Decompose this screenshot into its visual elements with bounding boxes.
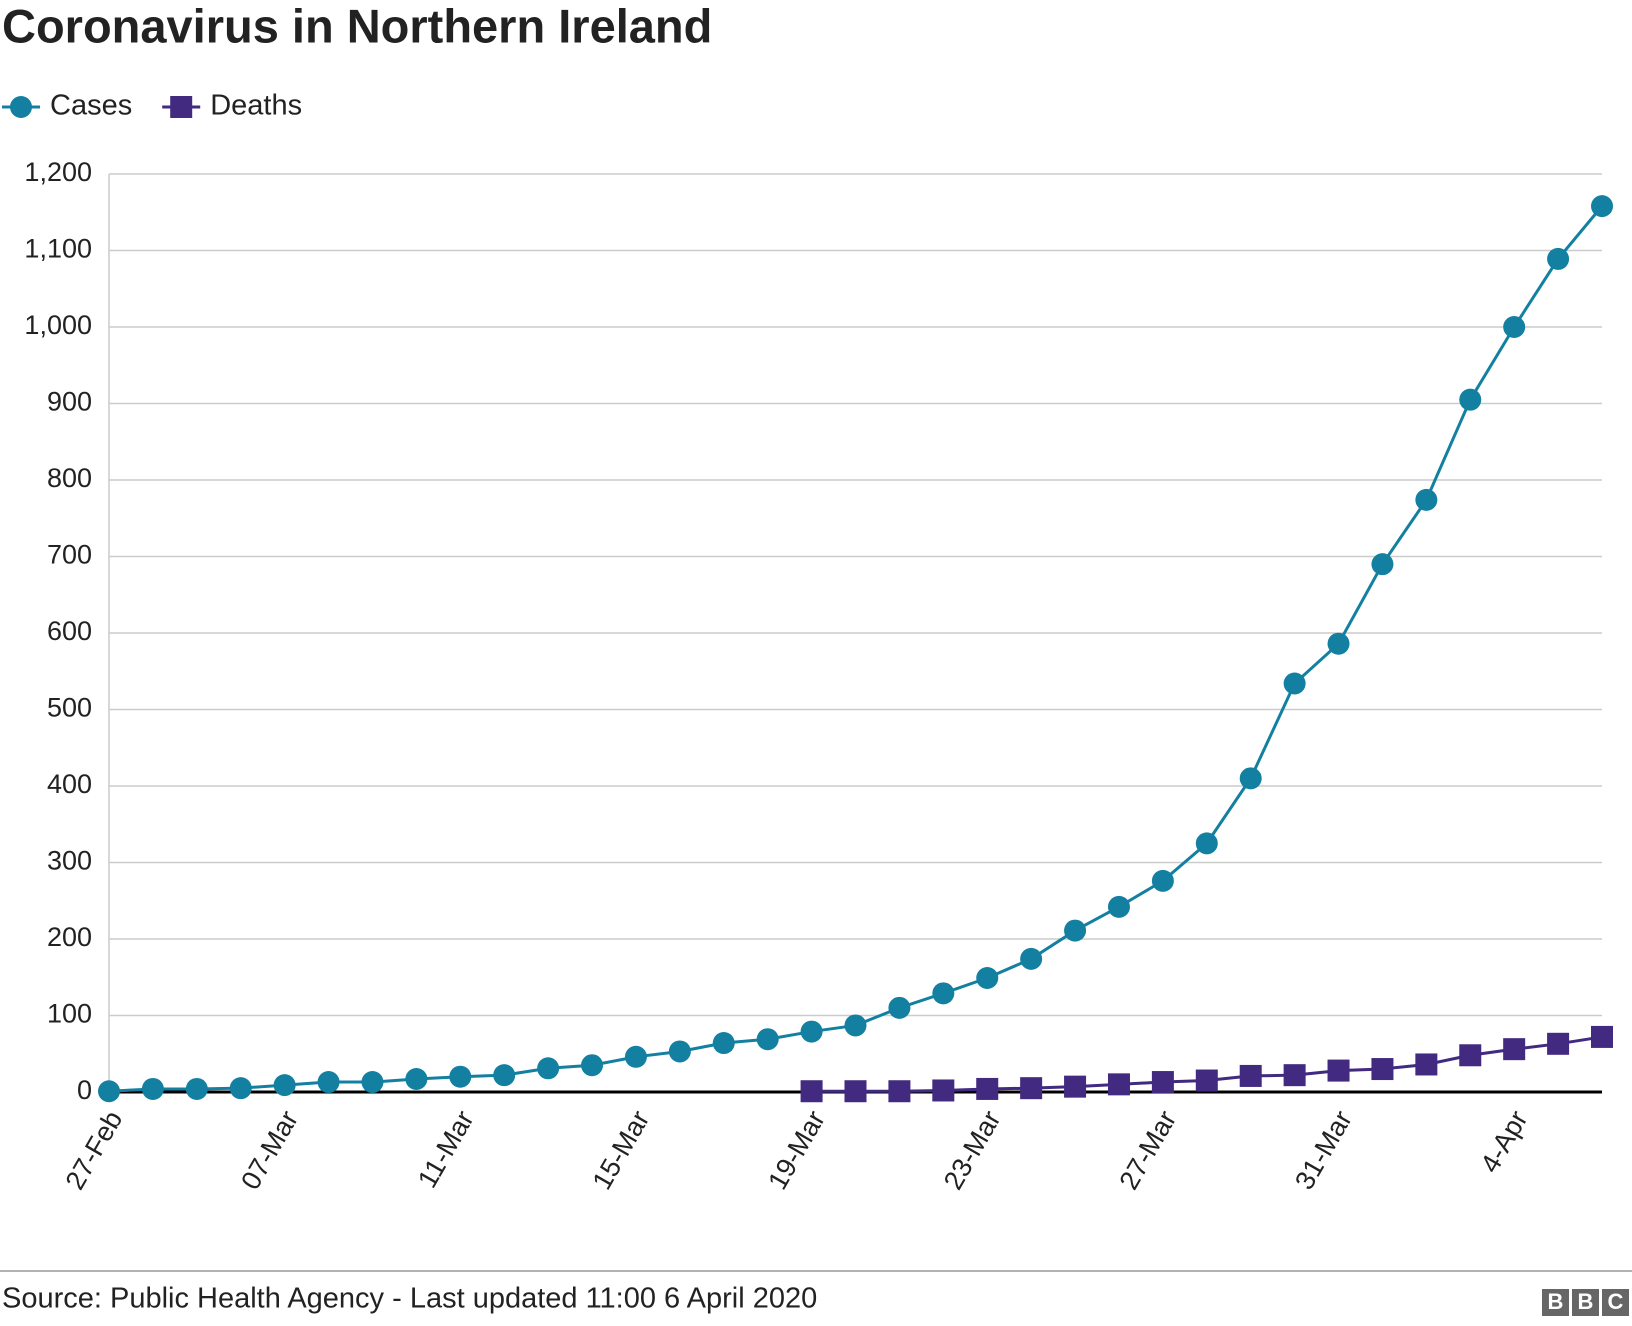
legend-label: Deaths: [210, 90, 302, 122]
data-point: [888, 1080, 911, 1103]
data-point: [361, 1071, 384, 1094]
logo-box: [1602, 1289, 1629, 1316]
data-point: [1415, 488, 1438, 511]
data-point: [141, 1077, 164, 1100]
data-point: [668, 1040, 691, 1063]
y-tick-label: 200: [47, 922, 92, 952]
data-point: [1459, 1044, 1482, 1067]
data-point: [844, 1080, 867, 1103]
x-tick-label: 31-Mar: [1289, 1106, 1358, 1195]
data-point: [1151, 869, 1174, 892]
chart-title: Coronavirus in Northern Ireland: [2, 0, 712, 52]
x-tick-label: 27-Feb: [60, 1106, 129, 1195]
x-tick-label: 07-Mar: [235, 1106, 304, 1195]
data-point: [98, 1080, 120, 1103]
data-point: [1327, 1059, 1350, 1082]
legend-label: Cases: [50, 90, 132, 122]
data-point: [1503, 1038, 1526, 1061]
data-point: [1371, 1058, 1394, 1081]
logo-letter: B: [1578, 1289, 1594, 1314]
legend-swatch: [10, 96, 32, 118]
x-tick-label: 19-Mar: [762, 1106, 831, 1195]
data-point: [581, 1054, 604, 1077]
y-tick-label: 300: [47, 846, 92, 876]
data-point: [1064, 1075, 1087, 1098]
data-point: [976, 967, 999, 990]
logo-box: [1542, 1289, 1569, 1316]
data-point: [1107, 1073, 1130, 1096]
x-tick-label: 27-Mar: [1114, 1106, 1183, 1195]
data-point: [1064, 919, 1087, 942]
data-point: [932, 1079, 955, 1102]
data-point: [1020, 1077, 1043, 1100]
data-point: [317, 1071, 340, 1094]
data-point: [1591, 195, 1613, 218]
data-point: [1239, 1064, 1262, 1087]
data-point: [1020, 947, 1043, 970]
data-point: [1327, 632, 1350, 655]
data-point: [1151, 1071, 1174, 1094]
data-point: [273, 1074, 296, 1097]
series-line: [108, 205, 1604, 1093]
data-point: [493, 1064, 516, 1087]
y-tick-label: 100: [47, 999, 92, 1029]
data-point: [888, 996, 911, 1019]
data-point: [800, 1080, 823, 1103]
data-point: [712, 1032, 735, 1055]
x-tick-label: 23-Mar: [938, 1106, 1007, 1195]
data-point: [1107, 895, 1130, 918]
y-tick-label: 1,100: [24, 234, 92, 264]
data-point: [756, 1028, 779, 1051]
y-tick-label: 500: [47, 693, 92, 723]
y-tick-label: 1,000: [24, 310, 92, 340]
source: Source: Public Health Agency - Last upda…: [2, 1283, 817, 1315]
data-point: [976, 1077, 999, 1100]
y-tick-label: 800: [47, 463, 92, 493]
data-point: [1195, 1069, 1218, 1092]
data-point: [1459, 388, 1482, 411]
y-tick-label: 900: [47, 387, 92, 417]
logo-letter: B: [1548, 1289, 1564, 1314]
data-point: [229, 1077, 252, 1100]
data-point: [1239, 767, 1262, 790]
y-tick-label: 0: [77, 1075, 92, 1105]
data-point: [800, 1020, 823, 1043]
logo-letter: C: [1608, 1289, 1624, 1314]
legend-swatch: [170, 96, 193, 118]
y-tick-label: 700: [47, 540, 92, 570]
y-tick-label: 400: [47, 769, 92, 799]
data-point: [1371, 553, 1394, 576]
data-point: [449, 1065, 472, 1088]
logo-box: [1572, 1289, 1599, 1316]
data-point: [537, 1057, 560, 1080]
x-tick-label: 15-Mar: [587, 1106, 656, 1195]
data-point: [1547, 247, 1570, 270]
data-point: [1591, 1025, 1613, 1048]
data-point: [624, 1045, 647, 1068]
y-tick-label: 600: [47, 616, 92, 646]
data-point: [932, 982, 955, 1005]
data-point: [1283, 1064, 1306, 1087]
data-point: [1195, 832, 1218, 855]
data-point: [1547, 1032, 1570, 1055]
data-point: [185, 1077, 208, 1100]
data-point: [1415, 1053, 1438, 1076]
x-tick-label: 11-Mar: [412, 1106, 480, 1193]
data-point: [1503, 316, 1526, 338]
data-point: [1283, 672, 1306, 695]
y-tick-label: 1,200: [24, 157, 92, 187]
data-point: [844, 1014, 867, 1037]
x-tick-label: 4-Apr: [1475, 1106, 1534, 1178]
data-point: [405, 1067, 428, 1090]
